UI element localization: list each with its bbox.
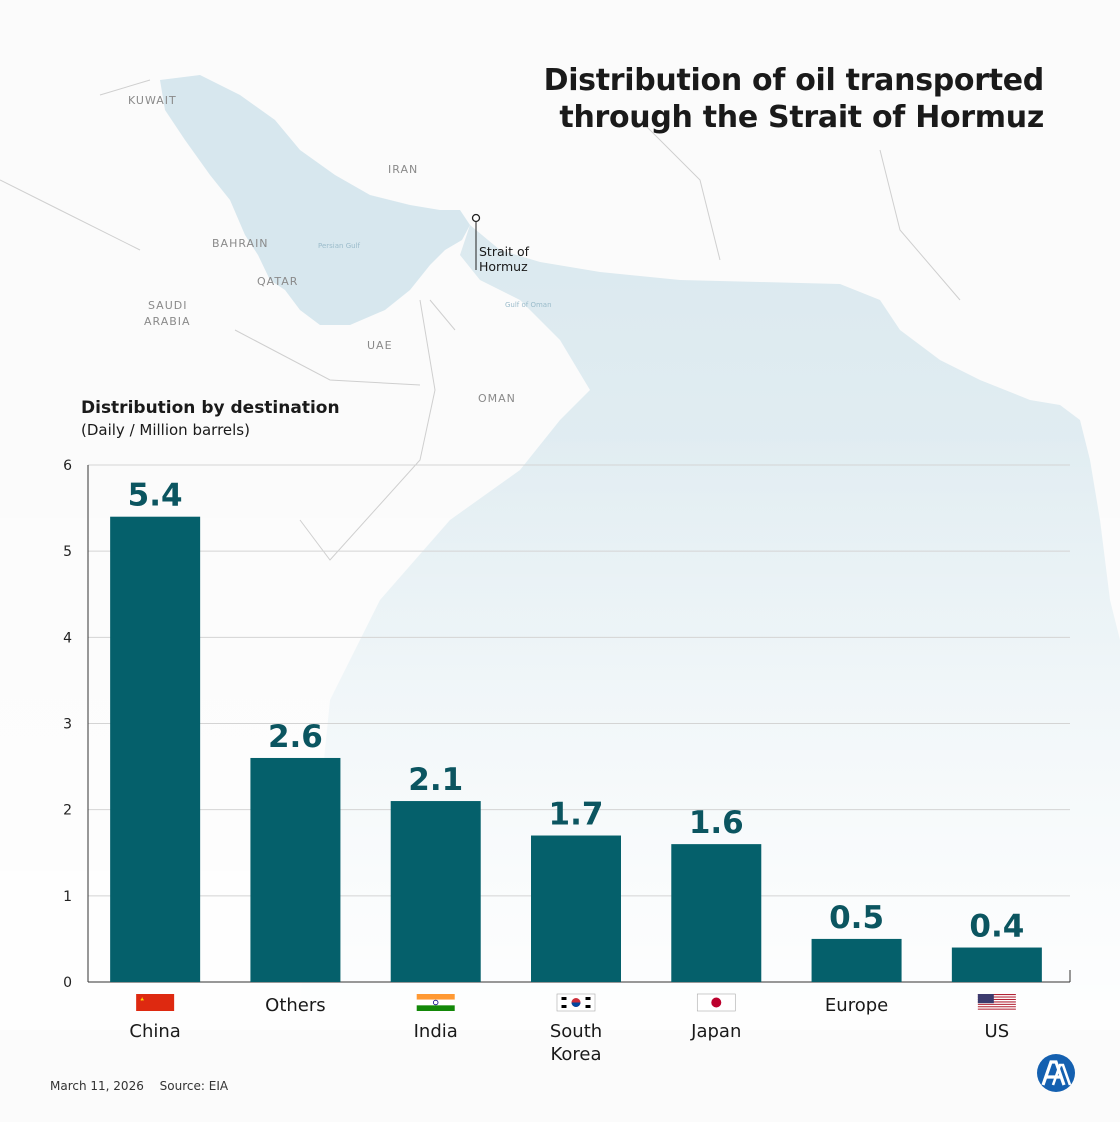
- title-line-1: Distribution of oil transported: [543, 63, 1045, 98]
- map-label-gulf-of-oman: Gulf of Oman: [505, 301, 552, 309]
- map-label-iran: IRAN: [388, 163, 418, 176]
- map-label-kuwait: KUWAIT: [128, 94, 177, 107]
- strait-label-line2: Hormuz: [479, 259, 528, 274]
- map-label-arabia: ARABIA: [144, 315, 191, 328]
- title-line-2: through the Strait of Hormuz: [559, 100, 1044, 135]
- bar-china: [110, 516, 201, 982]
- chart-subtitle: Distribution by destination (Daily / Mil…: [81, 398, 340, 439]
- strait-label-line1: Strait of: [479, 244, 530, 259]
- x-tick-label: Japan: [690, 1021, 741, 1042]
- x-tick-label: Europe: [825, 995, 888, 1016]
- x-tick-label: China: [129, 1021, 180, 1042]
- x-tick-label: South: [550, 1021, 602, 1042]
- bar-europe: [811, 938, 902, 982]
- map-label-qatar: QATAR: [257, 275, 298, 288]
- bar-value-label: 0.4: [969, 909, 1024, 945]
- y-tick-label: 5: [63, 544, 72, 560]
- bar-us: [951, 947, 1042, 982]
- y-tick-label: 2: [63, 803, 72, 819]
- y-tick-label: 6: [63, 458, 72, 474]
- india-flag-icon: [416, 994, 455, 1011]
- strait-marker-icon: [471, 213, 481, 223]
- map-label-bahrain: BAHRAIN: [212, 237, 269, 250]
- y-tick-label: 0: [63, 975, 72, 991]
- china-flag-icon: [136, 994, 175, 1011]
- bar-value-label: 2.6: [268, 719, 323, 755]
- bar-south-korea: [531, 835, 621, 982]
- bar-value-label: 1.7: [549, 797, 604, 833]
- map-label-oman: OMAN: [478, 392, 516, 405]
- footer-date: March 11, 2026: [50, 1079, 144, 1093]
- persian-gulf-shape: [160, 75, 470, 325]
- bar-value-label: 0.5: [829, 900, 884, 936]
- south-korea-flag-icon: [556, 993, 596, 1012]
- subtitle-main: Distribution by destination: [81, 398, 340, 418]
- y-tick-label: 3: [63, 717, 72, 733]
- bar-value-label: 2.1: [408, 762, 463, 798]
- x-tick-label: India: [414, 1021, 458, 1042]
- map-label-persian-gulf: Persian Gulf: [318, 242, 361, 250]
- aa-logo: [1037, 1054, 1075, 1092]
- x-tick-label: Korea: [550, 1044, 601, 1065]
- footer: March 11, 2026 Source: EIA: [50, 1079, 228, 1093]
- map-label-uae: UAE: [367, 339, 393, 352]
- bar-india: [390, 801, 481, 982]
- bar-value-label: 5.4: [128, 478, 183, 514]
- us-flag-icon: [977, 994, 1016, 1011]
- subtitle-unit: (Daily / Million barrels): [81, 421, 250, 439]
- bar-others: [250, 757, 341, 982]
- x-tick-label: US: [985, 1021, 1010, 1042]
- y-tick-label: 1: [63, 889, 72, 905]
- map-label-saudi: SAUDI: [148, 299, 187, 312]
- japan-flag-icon: [696, 993, 736, 1012]
- y-tick-label: 4: [63, 630, 72, 646]
- footer-source: Source: EIA: [159, 1079, 229, 1093]
- bar-japan: [671, 844, 762, 982]
- bar-value-label: 1.6: [689, 805, 744, 841]
- x-tick-label: Others: [265, 995, 326, 1016]
- chart-title: Distribution of oil transported through …: [543, 62, 1045, 136]
